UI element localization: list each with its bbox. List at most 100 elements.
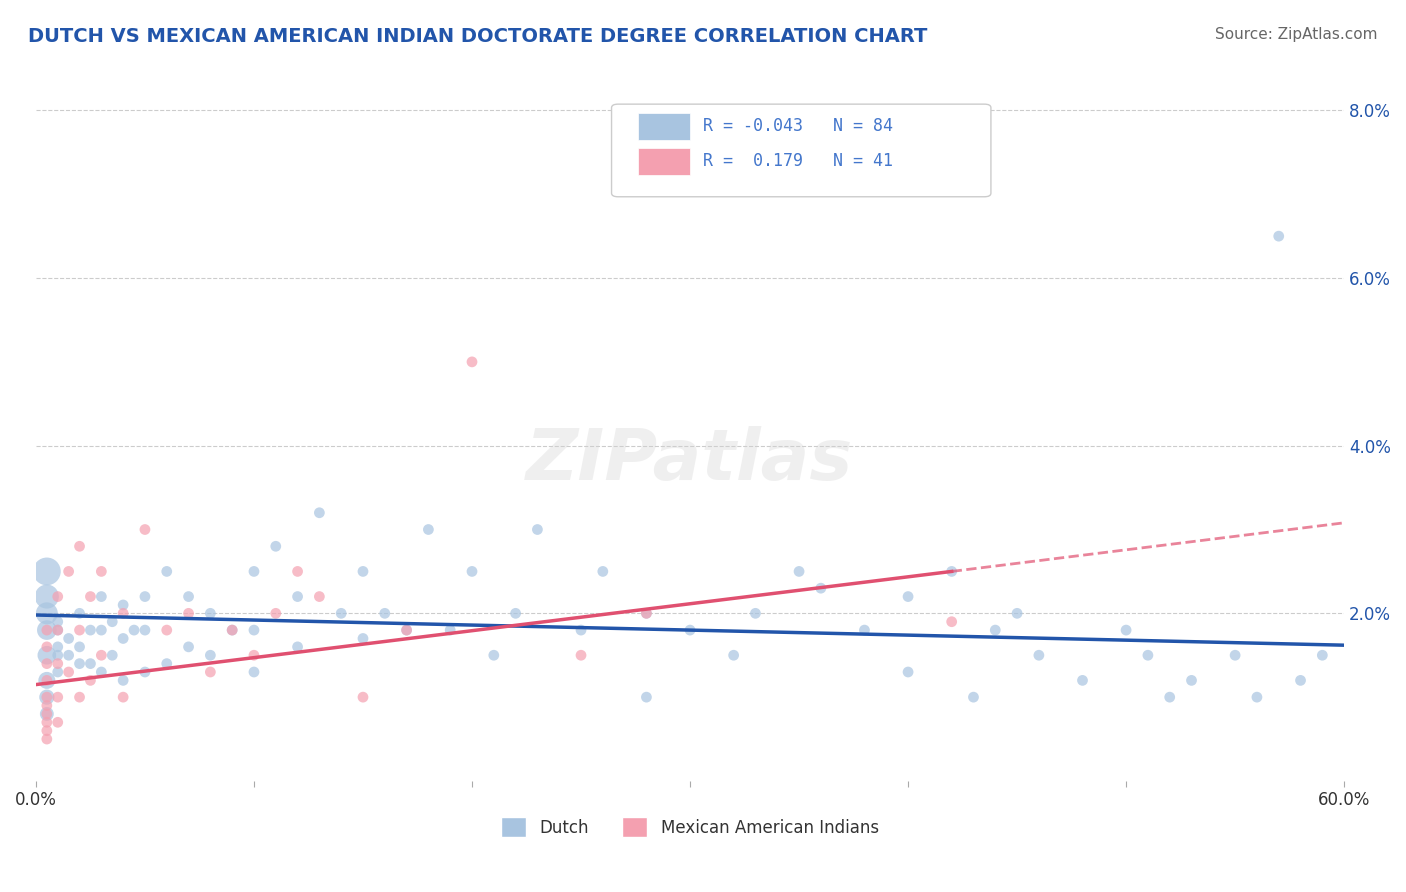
Point — [787, 565, 810, 579]
Point — [69, 657, 91, 671]
Point — [1028, 648, 1050, 663]
Point — [112, 690, 135, 705]
Point — [156, 657, 179, 671]
Point — [1159, 690, 1181, 705]
Point — [853, 623, 876, 637]
Text: DUTCH VS MEXICAN AMERICAN INDIAN DOCTORATE DEGREE CORRELATION CHART: DUTCH VS MEXICAN AMERICAN INDIAN DOCTORA… — [28, 27, 928, 45]
Point — [962, 690, 984, 705]
Point — [1136, 648, 1159, 663]
Point — [418, 523, 440, 537]
Point — [156, 565, 179, 579]
Point — [58, 565, 80, 579]
Point — [221, 623, 243, 637]
Point — [636, 690, 658, 705]
Point — [122, 623, 145, 637]
Point — [505, 607, 527, 621]
Point — [58, 665, 80, 679]
Point — [35, 698, 58, 713]
Point — [46, 665, 69, 679]
Point — [134, 523, 156, 537]
Point — [35, 673, 58, 688]
Point — [134, 665, 156, 679]
Point — [984, 623, 1007, 637]
Point — [482, 648, 505, 663]
Point — [744, 607, 766, 621]
Point — [112, 607, 135, 621]
Point — [58, 648, 80, 663]
Point — [79, 590, 101, 604]
Point — [112, 673, 135, 688]
Point — [35, 640, 58, 654]
Point — [90, 648, 112, 663]
Point — [90, 565, 112, 579]
Point — [461, 565, 484, 579]
Point — [897, 590, 920, 604]
Text: Source: ZipAtlas.com: Source: ZipAtlas.com — [1215, 27, 1378, 42]
Point — [287, 565, 309, 579]
Point — [1005, 607, 1028, 621]
Point — [1223, 648, 1246, 663]
Point — [35, 590, 58, 604]
Point — [35, 690, 58, 705]
Point — [636, 607, 658, 621]
Point — [177, 590, 200, 604]
Point — [79, 657, 101, 671]
Point — [221, 623, 243, 637]
Point — [101, 615, 124, 629]
Point — [941, 615, 963, 629]
Point — [569, 648, 592, 663]
FancyBboxPatch shape — [638, 112, 690, 140]
Point — [90, 590, 112, 604]
Point — [46, 657, 69, 671]
Point — [1071, 673, 1094, 688]
Point — [112, 632, 135, 646]
Point — [1267, 229, 1289, 244]
Point — [352, 632, 374, 646]
Point — [58, 632, 80, 646]
Legend: Dutch, Mexican American Indians: Dutch, Mexican American Indians — [495, 810, 886, 844]
Point — [526, 523, 548, 537]
Point — [439, 623, 461, 637]
Point — [636, 607, 658, 621]
Point — [352, 690, 374, 705]
Point — [941, 565, 963, 579]
Point — [35, 623, 58, 637]
Point — [1310, 648, 1333, 663]
Point — [897, 665, 920, 679]
Point — [35, 657, 58, 671]
Point — [69, 690, 91, 705]
Point — [46, 623, 69, 637]
Point — [46, 623, 69, 637]
Point — [264, 539, 287, 553]
Point — [134, 623, 156, 637]
Point — [1289, 673, 1312, 688]
Point — [1180, 673, 1202, 688]
Point — [69, 623, 91, 637]
Point — [200, 648, 222, 663]
Point — [35, 623, 58, 637]
Point — [35, 648, 58, 663]
Point — [395, 623, 418, 637]
Point — [46, 648, 69, 663]
Point — [592, 565, 614, 579]
Point — [200, 607, 222, 621]
FancyBboxPatch shape — [612, 104, 991, 197]
Point — [90, 623, 112, 637]
Point — [287, 590, 309, 604]
Point — [69, 539, 91, 553]
Point — [35, 690, 58, 705]
Point — [134, 590, 156, 604]
Point — [723, 648, 745, 663]
Point — [69, 607, 91, 621]
Point — [810, 581, 832, 595]
Text: R = -0.043   N = 84: R = -0.043 N = 84 — [703, 117, 893, 135]
Point — [46, 640, 69, 654]
Point — [243, 565, 266, 579]
Point — [79, 623, 101, 637]
Point — [461, 355, 484, 369]
FancyBboxPatch shape — [638, 148, 690, 176]
Point — [35, 732, 58, 747]
Point — [35, 607, 58, 621]
Point — [101, 648, 124, 663]
Point — [243, 623, 266, 637]
